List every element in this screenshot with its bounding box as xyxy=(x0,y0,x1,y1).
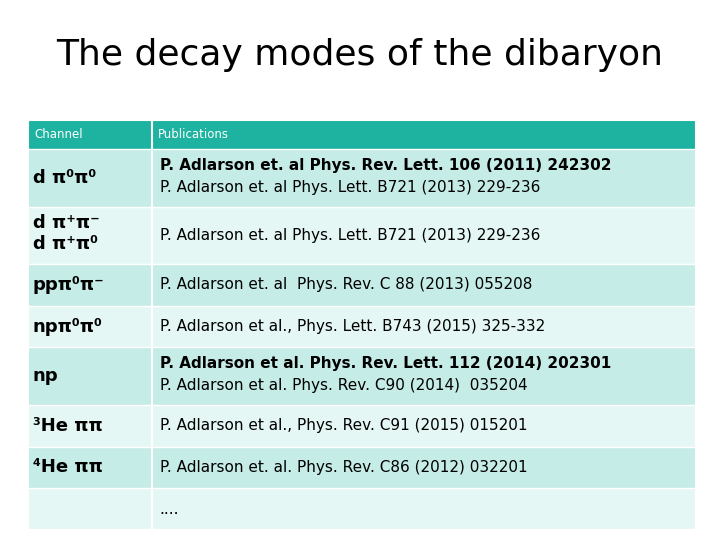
Text: ³He ππ: ³He ππ xyxy=(33,417,103,435)
Bar xyxy=(28,120,696,149)
Text: d π⁺π⁻: d π⁺π⁻ xyxy=(33,214,100,232)
Text: Channel: Channel xyxy=(34,128,83,141)
Text: np: np xyxy=(33,367,58,385)
Bar xyxy=(28,264,696,306)
Text: ....: .... xyxy=(160,502,179,517)
Text: npπ⁰π⁰: npπ⁰π⁰ xyxy=(33,318,103,335)
Bar xyxy=(28,488,696,530)
Text: P. Adlarson et. al Phys. Lett. B721 (2013) 229-236: P. Adlarson et. al Phys. Lett. B721 (201… xyxy=(160,180,540,194)
Bar xyxy=(28,447,696,488)
Text: P. Adlarson et. al  Phys. Rev. C 88 (2013) 055208: P. Adlarson et. al Phys. Rev. C 88 (2013… xyxy=(160,278,532,292)
Text: The decay modes of the dibaryon: The decay modes of the dibaryon xyxy=(56,38,664,72)
Text: ppπ⁰π⁻: ppπ⁰π⁻ xyxy=(33,276,104,294)
Bar xyxy=(28,405,696,447)
Text: P. Adlarson et al., Phys. Rev. C91 (2015) 015201: P. Adlarson et al., Phys. Rev. C91 (2015… xyxy=(160,418,527,433)
Text: Publications: Publications xyxy=(158,128,228,141)
Bar xyxy=(28,306,696,347)
Text: d π⁺π⁰: d π⁺π⁰ xyxy=(33,235,98,253)
Text: P. Adlarson et. al Phys. Rev. Lett. 106 (2011) 242302: P. Adlarson et. al Phys. Rev. Lett. 106 … xyxy=(160,158,611,173)
Text: P. Adlarson et. al. Phys. Rev. C86 (2012) 032201: P. Adlarson et. al. Phys. Rev. C86 (2012… xyxy=(160,460,527,475)
Text: P. Adlarson et al., Phys. Lett. B743 (2015) 325-332: P. Adlarson et al., Phys. Lett. B743 (20… xyxy=(160,319,545,334)
Text: d π⁰π⁰: d π⁰π⁰ xyxy=(33,169,96,187)
Bar xyxy=(28,207,696,264)
Bar xyxy=(28,149,696,207)
Bar xyxy=(28,347,696,405)
Text: P. Adlarson et. al Phys. Lett. B721 (2013) 229-236: P. Adlarson et. al Phys. Lett. B721 (201… xyxy=(160,228,540,243)
Text: ⁴He ππ: ⁴He ππ xyxy=(33,458,103,476)
Text: P. Adlarson et al. Phys. Rev. Lett. 112 (2014) 202301: P. Adlarson et al. Phys. Rev. Lett. 112 … xyxy=(160,356,611,371)
Text: P. Adlarson et al. Phys. Rev. C90 (2014)  035204: P. Adlarson et al. Phys. Rev. C90 (2014)… xyxy=(160,378,527,393)
